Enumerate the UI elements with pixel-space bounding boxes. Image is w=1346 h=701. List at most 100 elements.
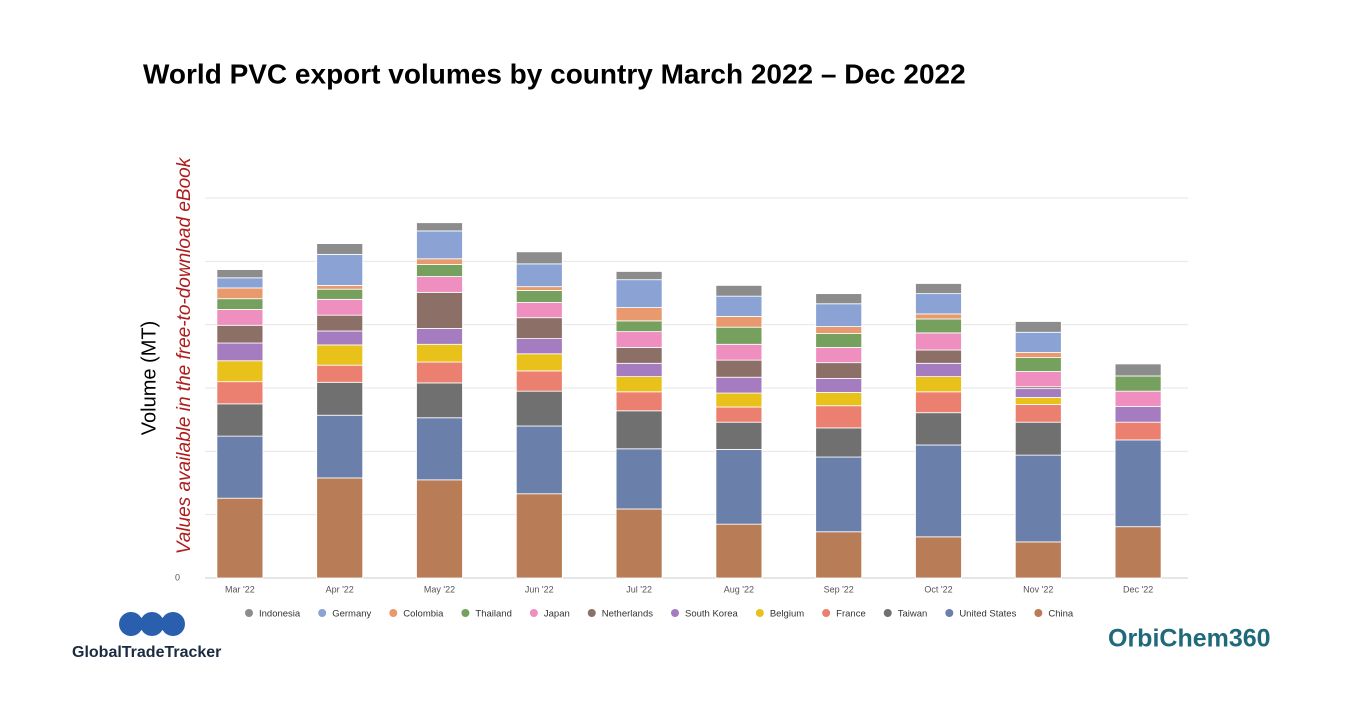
bar-segment (815, 427, 863, 458)
bar-segment (316, 253, 364, 286)
legend-label: United States (959, 609, 1016, 620)
bar-segment (515, 390, 563, 427)
bar-segment (216, 269, 264, 279)
bar-segment (416, 222, 463, 232)
bar-segment (316, 284, 364, 290)
x-tick-label: Dec '22 (1123, 584, 1153, 594)
bar-segment (216, 381, 264, 405)
bar-segment (216, 360, 264, 383)
bar-segment (615, 362, 663, 377)
bar-segment (815, 303, 863, 327)
bar-segment (1014, 352, 1062, 358)
legend-marker (883, 609, 892, 617)
bar-segment (1114, 390, 1162, 407)
bar-segment (216, 309, 264, 326)
bar-segment (815, 405, 863, 429)
x-tick-label: May '22 (424, 584, 455, 594)
bar-segment (216, 324, 264, 344)
bar-segment (615, 279, 663, 308)
bar-segment (815, 333, 863, 348)
bar-segment (216, 287, 264, 300)
bar-segment (515, 317, 563, 340)
x-tick-label: Apr '22 (326, 584, 354, 594)
annotation: Values available in the free-to-download… (174, 156, 195, 554)
bar-segment (1014, 357, 1062, 372)
legend-marker (318, 609, 327, 617)
legend-label: Netherlands (602, 609, 653, 620)
bar-segment (915, 362, 962, 377)
bar-segment (615, 331, 663, 348)
legend-label: Japan (544, 609, 570, 620)
logo-right: OrbiChem360 (1108, 625, 1271, 653)
bar-segment (416, 343, 463, 363)
bar-segment (815, 378, 863, 393)
bar-segment (815, 531, 863, 579)
bar-segment (316, 381, 364, 416)
legend-marker (671, 609, 679, 617)
bar-segment (715, 421, 763, 450)
bar-segment (416, 479, 463, 579)
bar-segment (316, 288, 364, 300)
bar-segment (615, 320, 663, 333)
legend-label: Thailand (475, 609, 511, 620)
x-tick-label: Nov '22 (1023, 584, 1053, 594)
legend-label: France (836, 609, 866, 620)
bar-segment (615, 376, 663, 393)
bar-segment (1014, 404, 1062, 423)
bar-segment (1014, 388, 1062, 398)
bar-segment (1014, 397, 1062, 405)
bar-segment (715, 343, 763, 361)
bar-segment (316, 414, 364, 479)
bar-segment (416, 361, 463, 384)
bar-segment (515, 251, 563, 265)
legend-label: Belgium (770, 609, 804, 620)
bar-segment (615, 307, 663, 322)
bar-segment (1014, 421, 1062, 456)
bar-segment (216, 342, 264, 362)
x-tick-label: Sep '22 (824, 584, 854, 594)
bar-segment (1014, 454, 1062, 543)
bar-segment (1014, 541, 1062, 579)
x-tick-label: Aug '22 (724, 584, 754, 594)
bar-segment (715, 326, 763, 345)
bar-segment (615, 391, 663, 412)
bar-segment (615, 410, 663, 450)
bar-segment (316, 364, 364, 383)
chart-title: World PVC export volumes by country Marc… (143, 58, 966, 89)
bar-segment (515, 493, 563, 579)
bar-segment (1114, 363, 1162, 377)
bar-segment (316, 344, 364, 366)
bar-segment (715, 523, 763, 579)
bar-segment (416, 382, 463, 419)
bar-segment (715, 359, 763, 378)
bar-segment (815, 293, 863, 305)
bar-segment (915, 536, 962, 579)
bar-segment (715, 376, 763, 394)
bar-segment (715, 316, 763, 328)
bar-segment (1114, 526, 1162, 579)
bar-segment (615, 448, 663, 510)
bar-segment (915, 349, 962, 364)
bar-segment (416, 417, 463, 481)
bar-segment (915, 293, 962, 315)
bar-segment (316, 243, 364, 255)
legend-marker (461, 609, 470, 617)
x-tick-label: Jun '22 (525, 584, 554, 594)
bar-segment (715, 406, 763, 423)
bar-segment (416, 291, 463, 329)
bar-segment (715, 392, 763, 408)
bar-segment (615, 347, 663, 364)
x-tick-label: Mar '22 (225, 584, 255, 594)
bar-segment (515, 286, 563, 291)
bar-segment (216, 403, 264, 437)
legend-marker (755, 609, 764, 617)
bar-segment (615, 508, 663, 579)
bar-segment (715, 449, 763, 525)
bar-segment (216, 298, 264, 310)
bar-segment (915, 376, 962, 393)
bar-segment (915, 332, 962, 351)
bar-segment (515, 425, 563, 495)
bar-segment (416, 230, 463, 260)
bar-segment (915, 391, 962, 414)
